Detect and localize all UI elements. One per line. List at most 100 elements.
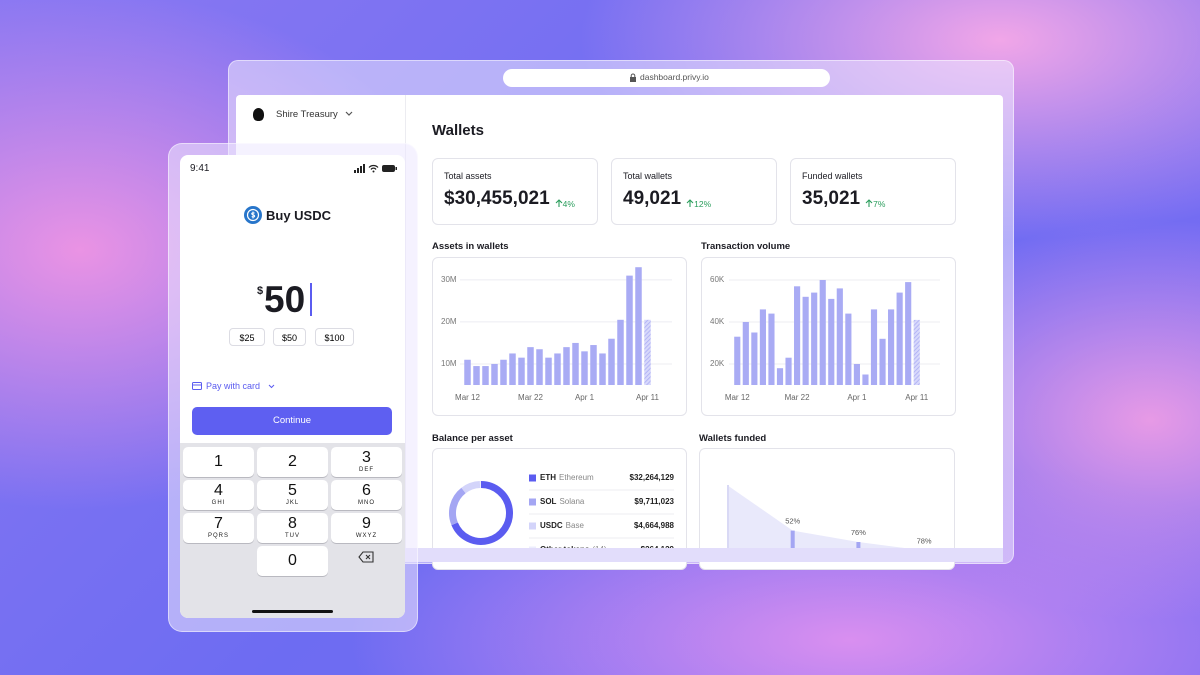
- legend-swatch: [529, 498, 536, 506]
- bar: [802, 296, 809, 385]
- keypad-key[interactable]: 2: [257, 447, 328, 477]
- key-digit: 0: [288, 552, 297, 569]
- bar: [626, 275, 633, 385]
- delete-key[interactable]: [358, 551, 374, 563]
- stat-value: $30,455,021: [444, 188, 550, 209]
- buy-title: Buy USDC: [266, 208, 332, 223]
- bar: [572, 342, 579, 385]
- conversion-label: 76%: [851, 528, 866, 537]
- continue-button[interactable]: Continue: [192, 407, 392, 435]
- conversion-label: 78%: [917, 537, 932, 546]
- key-digit: 1: [214, 453, 223, 470]
- bar: [473, 366, 480, 385]
- preset-button[interactable]: $50: [273, 328, 306, 346]
- y-tick-label: 20K: [710, 359, 725, 368]
- key-letters: JKL: [285, 500, 300, 506]
- preset-button[interactable]: $25: [229, 328, 265, 346]
- key-digit: 2: [288, 453, 297, 470]
- home-indicator: [252, 610, 333, 613]
- keypad-key[interactable]: 7 PQRS: [183, 513, 254, 543]
- bar: [845, 313, 852, 385]
- keypad-key[interactable]: 0: [257, 546, 328, 576]
- y-tick-label: 40K: [710, 317, 725, 326]
- asset-value: $9,711,023: [634, 497, 674, 506]
- bar: [913, 319, 920, 385]
- up-arrow: [555, 199, 563, 207]
- legend-swatch: [529, 546, 536, 548]
- key-letters: WXYZ: [355, 533, 378, 539]
- x-tick-label: Apr 11: [905, 393, 929, 402]
- asset-name: Solana: [559, 497, 584, 506]
- bar: [870, 309, 878, 385]
- stat-card: [432, 158, 598, 225]
- y-tick-label: 10M: [441, 359, 457, 368]
- bar: [905, 282, 912, 385]
- x-tick-label: Mar 22: [518, 393, 543, 402]
- bar: [590, 345, 597, 385]
- bar: [536, 349, 543, 385]
- key-letters: TUV: [285, 533, 300, 539]
- bar: [563, 347, 570, 385]
- funnel-step: [790, 530, 795, 548]
- bar: [644, 319, 651, 385]
- url-bar[interactable]: dashboard.privy.io: [503, 69, 830, 87]
- up-arrow: [686, 199, 694, 207]
- keypad-key[interactable]: 8 TUV: [257, 513, 328, 543]
- bar: [794, 286, 801, 385]
- asset-symbol: USDC: [540, 521, 563, 530]
- panel-bottom: [236, 548, 1003, 562]
- funnel-area: [727, 485, 905, 548]
- bar: [509, 353, 516, 385]
- preset-button[interactable]: $100: [315, 328, 354, 346]
- bar: [635, 267, 642, 385]
- bar: [599, 353, 606, 385]
- asset-symbol: SOL: [540, 497, 557, 506]
- keypad-key[interactable]: 4 GHI: [183, 480, 254, 510]
- org-logo: [253, 108, 264, 121]
- cursor: [310, 283, 312, 316]
- key-digit: 3: [362, 449, 371, 466]
- currency: $: [257, 285, 264, 297]
- keypad-key[interactable]: 9 WXYZ: [331, 513, 402, 543]
- funnel-step: [727, 485, 729, 548]
- amount[interactable]: 50: [264, 279, 306, 320]
- bar: [608, 338, 615, 385]
- x-tick-label: Apr 1: [575, 393, 595, 402]
- bar: [742, 322, 749, 385]
- bar: [759, 309, 766, 385]
- bar: [819, 280, 826, 385]
- legend-swatch: [529, 474, 536, 482]
- x-tick-label: Mar 12: [455, 393, 480, 402]
- key-digit: 7: [214, 515, 223, 532]
- stat-change: 12%: [694, 199, 712, 209]
- bar: [581, 351, 588, 385]
- payment-method[interactable]: Pay with card: [206, 381, 261, 391]
- funnel-step: [856, 542, 861, 548]
- keypad-key[interactable]: 5 JKL: [257, 480, 328, 510]
- asset-name: Base: [566, 521, 585, 530]
- bar: [617, 319, 624, 385]
- chevron: [268, 384, 275, 389]
- key-letters: MNO: [358, 500, 375, 506]
- org-name[interactable]: Shire Treasury: [276, 109, 338, 120]
- asset-value: $32,264,129: [630, 473, 675, 482]
- bar: [482, 366, 489, 385]
- donut-segment: [451, 481, 513, 545]
- bar: [518, 357, 525, 385]
- stat-card: [790, 158, 956, 225]
- bar: [811, 292, 818, 385]
- x-tick-label: Mar 12: [725, 393, 750, 402]
- keypad-key[interactable]: 6 MNO: [331, 480, 402, 510]
- stat-value: 35,021: [802, 188, 861, 209]
- url: dashboard.privy.io: [640, 72, 709, 82]
- bar: [828, 298, 835, 385]
- keypad-key[interactable]: 1: [183, 447, 254, 477]
- asset-name: Ethereum: [559, 473, 594, 482]
- stat-card: [611, 158, 777, 225]
- usdc-icon: [244, 206, 262, 224]
- page-title: Wallets: [432, 122, 484, 139]
- stat-change: 4%: [562, 199, 575, 209]
- donut-segment: [461, 481, 481, 494]
- keypad-key[interactable]: 3 DEF: [331, 447, 402, 477]
- key-letters: GHI: [211, 500, 226, 506]
